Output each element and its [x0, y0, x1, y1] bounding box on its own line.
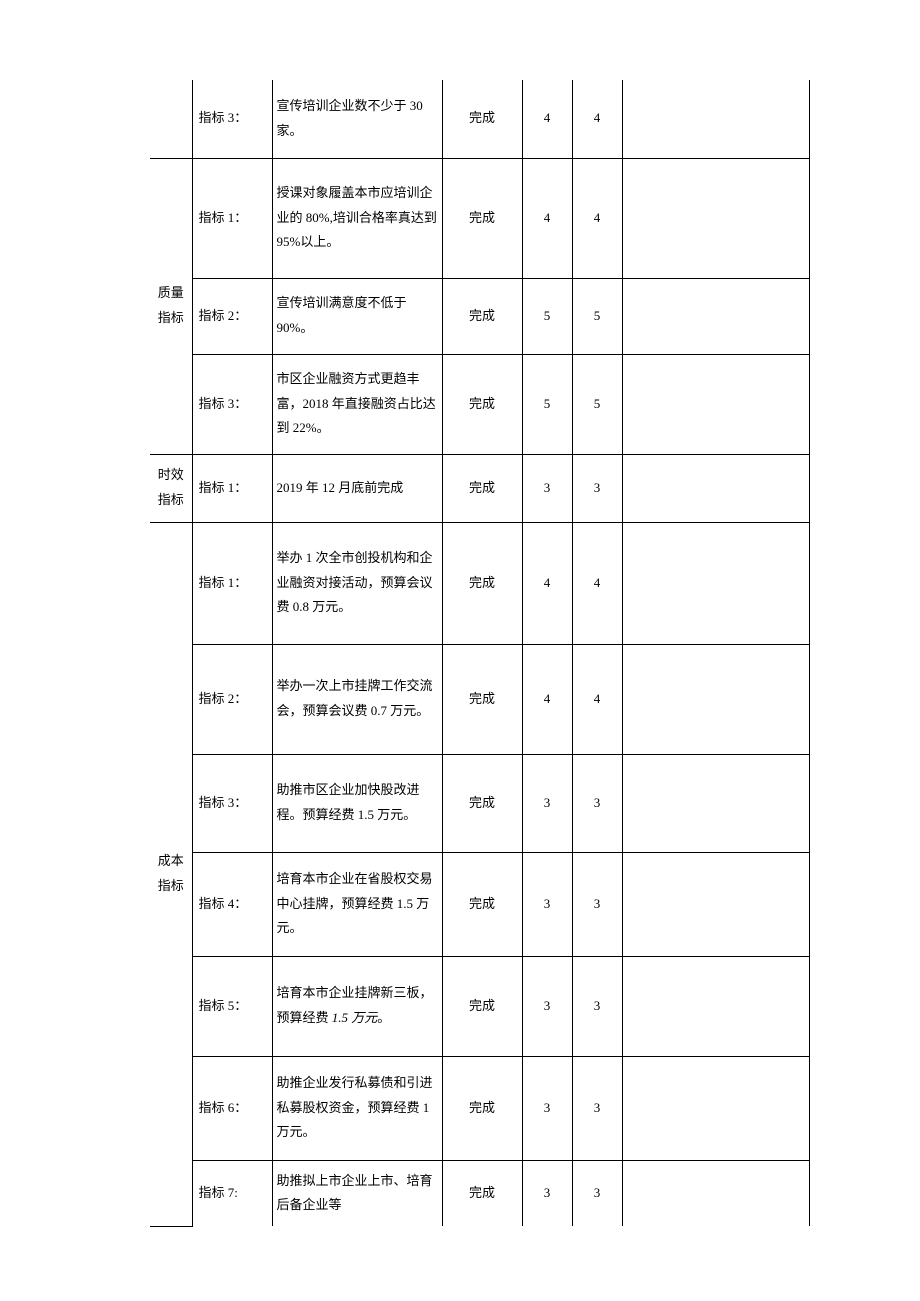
score2-cell: 3 — [572, 1056, 622, 1160]
indicator-description-cell: 培育本市企业在省股权交易中心挂牌，预算经费 1.5 万元。 — [272, 852, 442, 956]
status-cell: 完成 — [442, 158, 522, 278]
document-page: 指标 3：宣传培训企业数不少于 30 家。完成44质量指标指标 1：授课对象履盖… — [0, 0, 920, 1301]
score2-cell: 4 — [572, 522, 622, 644]
note-cell — [622, 1056, 810, 1160]
score2-cell: 5 — [572, 354, 622, 454]
category-label: 成本指标 — [154, 849, 188, 898]
score1-cell: 3 — [522, 852, 572, 956]
note-cell — [622, 644, 810, 754]
note-cell — [622, 754, 810, 852]
score1-cell: 3 — [522, 754, 572, 852]
score2-cell: 3 — [572, 1160, 622, 1226]
indicator-description-cell: 市区企业融资方式更趋丰富，2018 年直接融资占比达到 22%。 — [272, 354, 442, 454]
note-cell — [622, 80, 810, 158]
score1-cell: 5 — [522, 354, 572, 454]
indicator-description-cell: 授课对象履盖本市应培训企业的 80%,培训合格率真达到 95%以上。 — [272, 158, 442, 278]
status-cell: 完成 — [442, 354, 522, 454]
note-cell — [622, 354, 810, 454]
category-cell: 时效指标 — [150, 454, 192, 522]
indicator-description-cell: 举办 1 次全市创投机构和企业融资对接活动，预算会议费 0.8 万元。 — [272, 522, 442, 644]
indicator-description-cell: 2019 年 12 月底前完成 — [272, 454, 442, 522]
note-cell — [622, 1160, 810, 1226]
table-row: 指标 2：宣传培训满意度不低于 90%。完成55 — [150, 278, 810, 354]
status-cell: 完成 — [442, 1160, 522, 1226]
score1-cell: 4 — [522, 80, 572, 158]
indicator-description-cell: 助推企业发行私募债和引进私募股权资金，预算经费 1 万元。 — [272, 1056, 442, 1160]
indicator-description-cell: 助推市区企业加快股改进程。预算经费 1.5 万元。 — [272, 754, 442, 852]
indicator-table: 指标 3：宣传培训企业数不少于 30 家。完成44质量指标指标 1：授课对象履盖… — [150, 80, 810, 1227]
table-row: 指标 2：举办一次上市挂牌工作交流会，预算会议费 0.7 万元。完成44 — [150, 644, 810, 754]
score2-cell: 4 — [572, 644, 622, 754]
score1-cell: 4 — [522, 522, 572, 644]
category-label: 质量指标 — [154, 281, 188, 330]
table-row: 指标 3：宣传培训企业数不少于 30 家。完成44 — [150, 80, 810, 158]
score1-cell: 5 — [522, 278, 572, 354]
score2-cell: 3 — [572, 754, 622, 852]
score2-cell: 3 — [572, 956, 622, 1056]
table-row: 指标 4：培育本市企业在省股权交易中心挂牌，预算经费 1.5 万元。完成33 — [150, 852, 810, 956]
status-cell: 完成 — [442, 522, 522, 644]
score2-cell: 3 — [572, 454, 622, 522]
status-cell: 完成 — [442, 852, 522, 956]
score1-cell: 4 — [522, 644, 572, 754]
score2-cell: 3 — [572, 852, 622, 956]
indicator-description-cell: 宣传培训企业数不少于 30 家。 — [272, 80, 442, 158]
indicator-label-cell: 指标 2： — [192, 278, 272, 354]
score2-cell: 4 — [572, 158, 622, 278]
note-cell — [622, 158, 810, 278]
score1-cell: 4 — [522, 158, 572, 278]
indicator-label-cell: 指标 2： — [192, 644, 272, 754]
score2-cell: 4 — [572, 80, 622, 158]
table-row: 指标 3：市区企业融资方式更趋丰富，2018 年直接融资占比达到 22%。完成5… — [150, 354, 810, 454]
category-cell: 成本指标 — [150, 522, 192, 1226]
note-cell — [622, 522, 810, 644]
category-cell: 质量指标 — [150, 158, 192, 454]
status-cell: 完成 — [442, 754, 522, 852]
table-row: 指标 7:助推拟上市企业上市、培育后备企业等完成33 — [150, 1160, 810, 1226]
indicator-label-cell: 指标 4： — [192, 852, 272, 956]
note-cell — [622, 278, 810, 354]
status-cell: 完成 — [442, 278, 522, 354]
table-row: 指标 6：助推企业发行私募债和引进私募股权资金，预算经费 1 万元。完成33 — [150, 1056, 810, 1160]
score1-cell: 3 — [522, 956, 572, 1056]
indicator-label-cell: 指标 1： — [192, 522, 272, 644]
table-row: 成本指标指标 1：举办 1 次全市创投机构和企业融资对接活动，预算会议费 0.8… — [150, 522, 810, 644]
table-row: 指标 3：助推市区企业加快股改进程。预算经费 1.5 万元。完成33 — [150, 754, 810, 852]
status-cell: 完成 — [442, 80, 522, 158]
indicator-label-cell: 指标 3： — [192, 354, 272, 454]
indicator-label-cell: 指标 1： — [192, 454, 272, 522]
category-label: 时效指标 — [154, 463, 188, 512]
indicator-label-cell: 指标 6： — [192, 1056, 272, 1160]
status-cell: 完成 — [442, 454, 522, 522]
note-cell — [622, 956, 810, 1056]
status-cell: 完成 — [442, 1056, 522, 1160]
status-cell: 完成 — [442, 644, 522, 754]
indicator-label-cell: 指标 1： — [192, 158, 272, 278]
category-cell — [150, 80, 192, 158]
indicator-label-cell: 指标 7: — [192, 1160, 272, 1226]
indicator-label-cell: 指标 3： — [192, 754, 272, 852]
score2-cell: 5 — [572, 278, 622, 354]
table-row: 指标 5：培育本市企业挂牌新三板，预算经费 1.5 万元。完成33 — [150, 956, 810, 1056]
status-cell: 完成 — [442, 956, 522, 1056]
indicator-description-cell: 宣传培训满意度不低于 90%。 — [272, 278, 442, 354]
table-row: 时效指标指标 1：2019 年 12 月底前完成完成33 — [150, 454, 810, 522]
indicator-label-cell: 指标 5： — [192, 956, 272, 1056]
score1-cell: 3 — [522, 1056, 572, 1160]
table-row: 质量指标指标 1：授课对象履盖本市应培训企业的 80%,培训合格率真达到 95%… — [150, 158, 810, 278]
note-cell — [622, 454, 810, 522]
note-cell — [622, 852, 810, 956]
indicator-description-cell: 培育本市企业挂牌新三板，预算经费 1.5 万元。 — [272, 956, 442, 1056]
indicator-description-cell: 助推拟上市企业上市、培育后备企业等 — [272, 1160, 442, 1226]
score1-cell: 3 — [522, 454, 572, 522]
score1-cell: 3 — [522, 1160, 572, 1226]
indicator-description-cell: 举办一次上市挂牌工作交流会，预算会议费 0.7 万元。 — [272, 644, 442, 754]
indicator-label-cell: 指标 3： — [192, 80, 272, 158]
